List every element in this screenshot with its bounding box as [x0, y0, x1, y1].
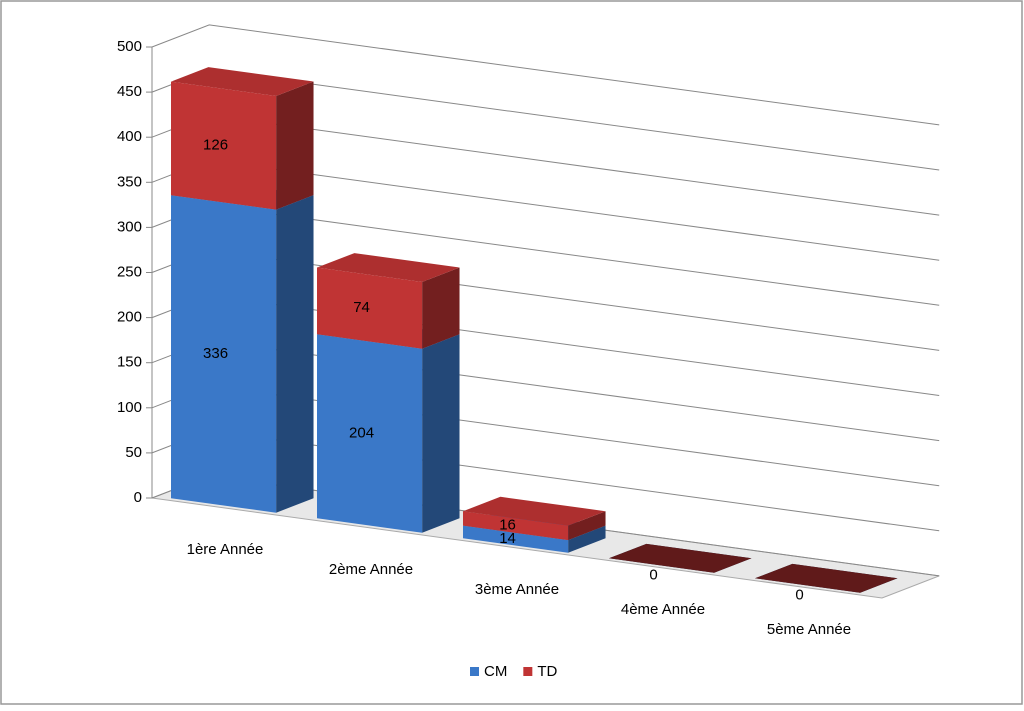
bar-front — [463, 525, 569, 553]
bar-top — [317, 253, 460, 282]
bar-side — [422, 334, 460, 533]
bar-side — [276, 195, 314, 513]
x-tick-label: 4ème Année — [621, 601, 705, 618]
y-tick-label: 150 — [117, 354, 142, 371]
y-tick-label: 350 — [117, 173, 142, 190]
bar-front — [463, 511, 569, 541]
y-tick-label: 50 — [125, 444, 142, 461]
bar — [171, 67, 314, 210]
bar-side — [568, 511, 606, 541]
legend-swatch — [470, 667, 479, 676]
y-tick-label: 300 — [117, 218, 142, 235]
bar — [317, 253, 460, 349]
grid-line — [151, 24, 940, 126]
bar-side — [568, 525, 606, 553]
data-label: 16 — [499, 517, 516, 534]
bar-side — [276, 81, 314, 210]
bar — [317, 319, 460, 533]
bar-side — [422, 267, 460, 349]
x-tick-label: 3ème Année — [475, 581, 559, 598]
x-tick-label: 2ème Année — [329, 561, 413, 578]
data-label: 0 — [795, 586, 803, 603]
bar-top — [171, 67, 314, 96]
legend-label: CM — [484, 663, 507, 680]
y-tick-label: 400 — [117, 128, 142, 145]
y-tick-label: 500 — [117, 38, 142, 55]
bar — [609, 543, 752, 573]
bar — [755, 563, 898, 593]
x-tick-label: 5ème Année — [767, 621, 851, 638]
y-tick-label: 200 — [117, 309, 142, 326]
legend-swatch — [523, 667, 533, 676]
bar-front — [317, 267, 423, 349]
bar — [171, 180, 314, 513]
bar-front — [171, 195, 277, 513]
y-tick-label: 0 — [134, 489, 142, 506]
data-label: 0 — [649, 566, 657, 583]
data-label: 204 — [349, 424, 374, 441]
bar-front — [317, 334, 423, 533]
bar-top — [755, 563, 898, 593]
data-label: 14 — [499, 530, 516, 547]
bar — [463, 496, 606, 541]
y-tick-label: 100 — [117, 399, 142, 416]
y-tick-label: 250 — [117, 263, 142, 280]
x-tick-label: 1ère Année — [187, 541, 264, 558]
y-tick-label: 450 — [117, 83, 142, 100]
legend-label: TD — [537, 663, 557, 680]
data-label: 74 — [353, 299, 370, 316]
bar-front — [171, 81, 277, 210]
data-label: 126 — [203, 137, 228, 154]
bar-top — [463, 496, 606, 526]
data-label: 336 — [203, 345, 228, 362]
bar-top — [609, 543, 752, 573]
